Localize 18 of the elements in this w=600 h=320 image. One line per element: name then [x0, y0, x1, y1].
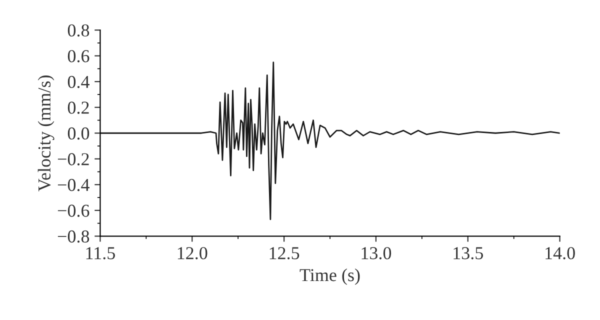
x-tick-label: 12.0: [178, 247, 208, 260]
y-tick-label: −0.8: [58, 230, 90, 243]
y-tick-label: 0.6: [68, 50, 90, 62]
x-axis-title: Time (s): [300, 268, 360, 285]
y-tick-label: 0.2: [68, 102, 89, 114]
y-axis-title: Velocity (mm/s): [38, 75, 54, 192]
x-tick-label: 13.0: [362, 247, 392, 260]
x-tick-label: 13.5: [454, 247, 483, 260]
y-tick-label: −0.2: [58, 153, 89, 166]
y-tick-label: −0.6: [58, 204, 90, 217]
x-tick-label: 12.5: [270, 247, 300, 260]
y-tick-label: 0.4: [68, 76, 90, 88]
y-tick-label: −0.4: [58, 178, 90, 192]
y-tick-label: 0.8: [68, 24, 90, 37]
line-series: [100, 62, 560, 220]
y-tick-label: 0.0: [68, 127, 90, 140]
x-tick-label: 14.0: [546, 247, 575, 260]
x-tick-label: 11.5: [86, 247, 115, 260]
